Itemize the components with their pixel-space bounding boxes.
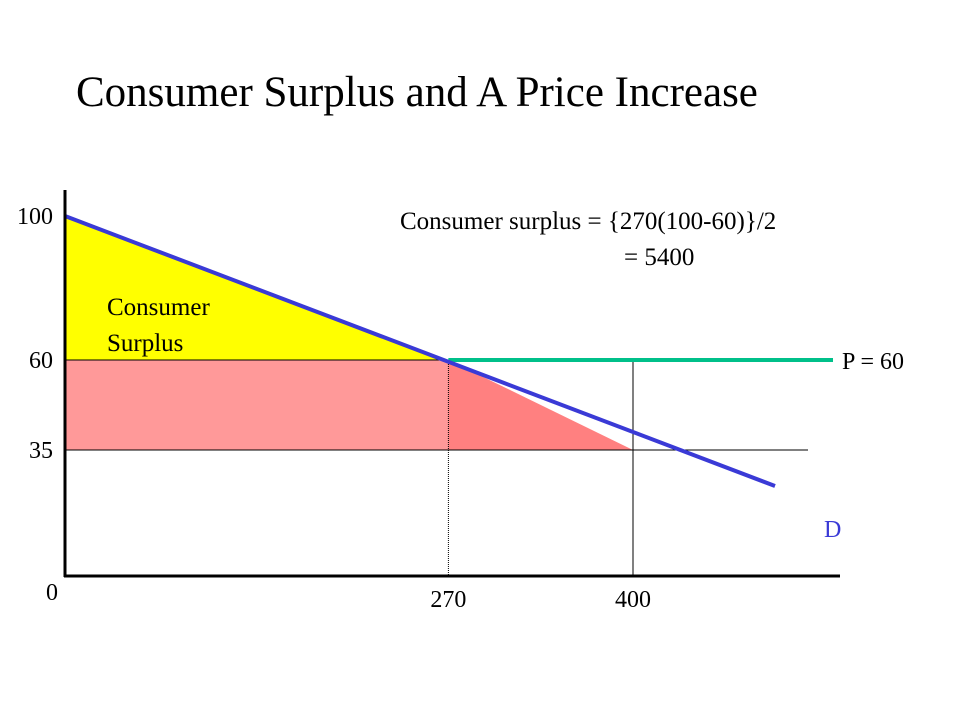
region-rectangle <box>65 360 449 450</box>
consumer-surplus-label: Consumer Surplus <box>107 290 210 362</box>
x-tick-label-400: 400 <box>615 587 651 613</box>
origin-label: 0 <box>46 580 58 606</box>
ticks-layer: 100 60 35 270 400 0 <box>17 204 651 613</box>
axes-layer <box>63 190 840 578</box>
consumer-surplus-label-line-2: Surplus <box>107 330 184 357</box>
demand-line-layer: D <box>64 214 841 543</box>
demand-line-label: D <box>824 517 841 543</box>
price-line-label: P = 60 <box>842 349 904 375</box>
price-line-layer: P = 60 <box>448 349 904 375</box>
consumer-surplus-label-line-1: Consumer <box>107 294 210 321</box>
demand-line <box>64 214 776 488</box>
chart-title: Consumer Surplus and A Price Increase <box>76 69 758 116</box>
y-tick-label-100: 100 <box>17 204 53 230</box>
y-tick-label-60: 60 <box>29 348 53 374</box>
y-tick-label-35: 35 <box>29 438 53 464</box>
x-tick-label-270: 270 <box>430 587 466 613</box>
annotation-line-1: Consumer surplus = {270(100-60)}/2 <box>400 208 777 235</box>
annotation-line-2: = 5400 <box>624 244 695 271</box>
region-triangle <box>448 360 633 450</box>
